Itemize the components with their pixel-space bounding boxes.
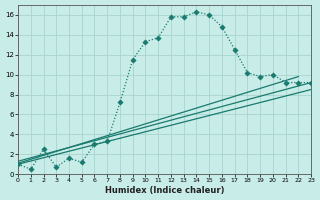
X-axis label: Humidex (Indice chaleur): Humidex (Indice chaleur) [105,186,224,195]
